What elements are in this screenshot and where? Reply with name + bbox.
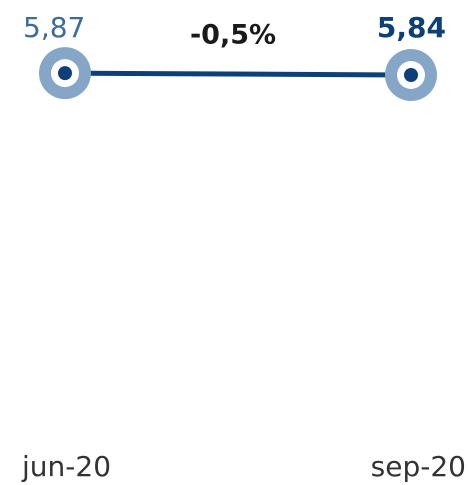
value-label: 5,84 <box>377 11 446 44</box>
line <box>64 70 412 78</box>
point <box>404 68 418 82</box>
value-label: 5,87 <box>23 11 85 44</box>
point <box>58 66 72 81</box>
x-tick-label: sep-20 <box>371 450 466 483</box>
x-tick-label: jun-20 <box>21 450 111 483</box>
change-label: -0,5% <box>190 20 276 51</box>
